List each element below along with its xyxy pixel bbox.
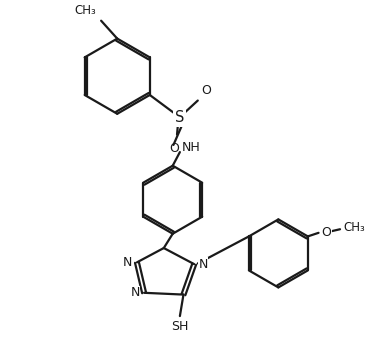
Text: N: N (198, 258, 208, 271)
Text: N: N (131, 286, 140, 299)
Text: CH₃: CH₃ (74, 4, 96, 17)
Text: O: O (170, 142, 180, 155)
Text: NH: NH (181, 141, 200, 154)
Text: CH₃: CH₃ (344, 221, 365, 234)
Text: SH: SH (171, 320, 189, 333)
Text: S: S (175, 110, 185, 125)
Text: O: O (321, 226, 331, 239)
Text: N: N (123, 256, 132, 269)
Text: O: O (201, 84, 211, 97)
